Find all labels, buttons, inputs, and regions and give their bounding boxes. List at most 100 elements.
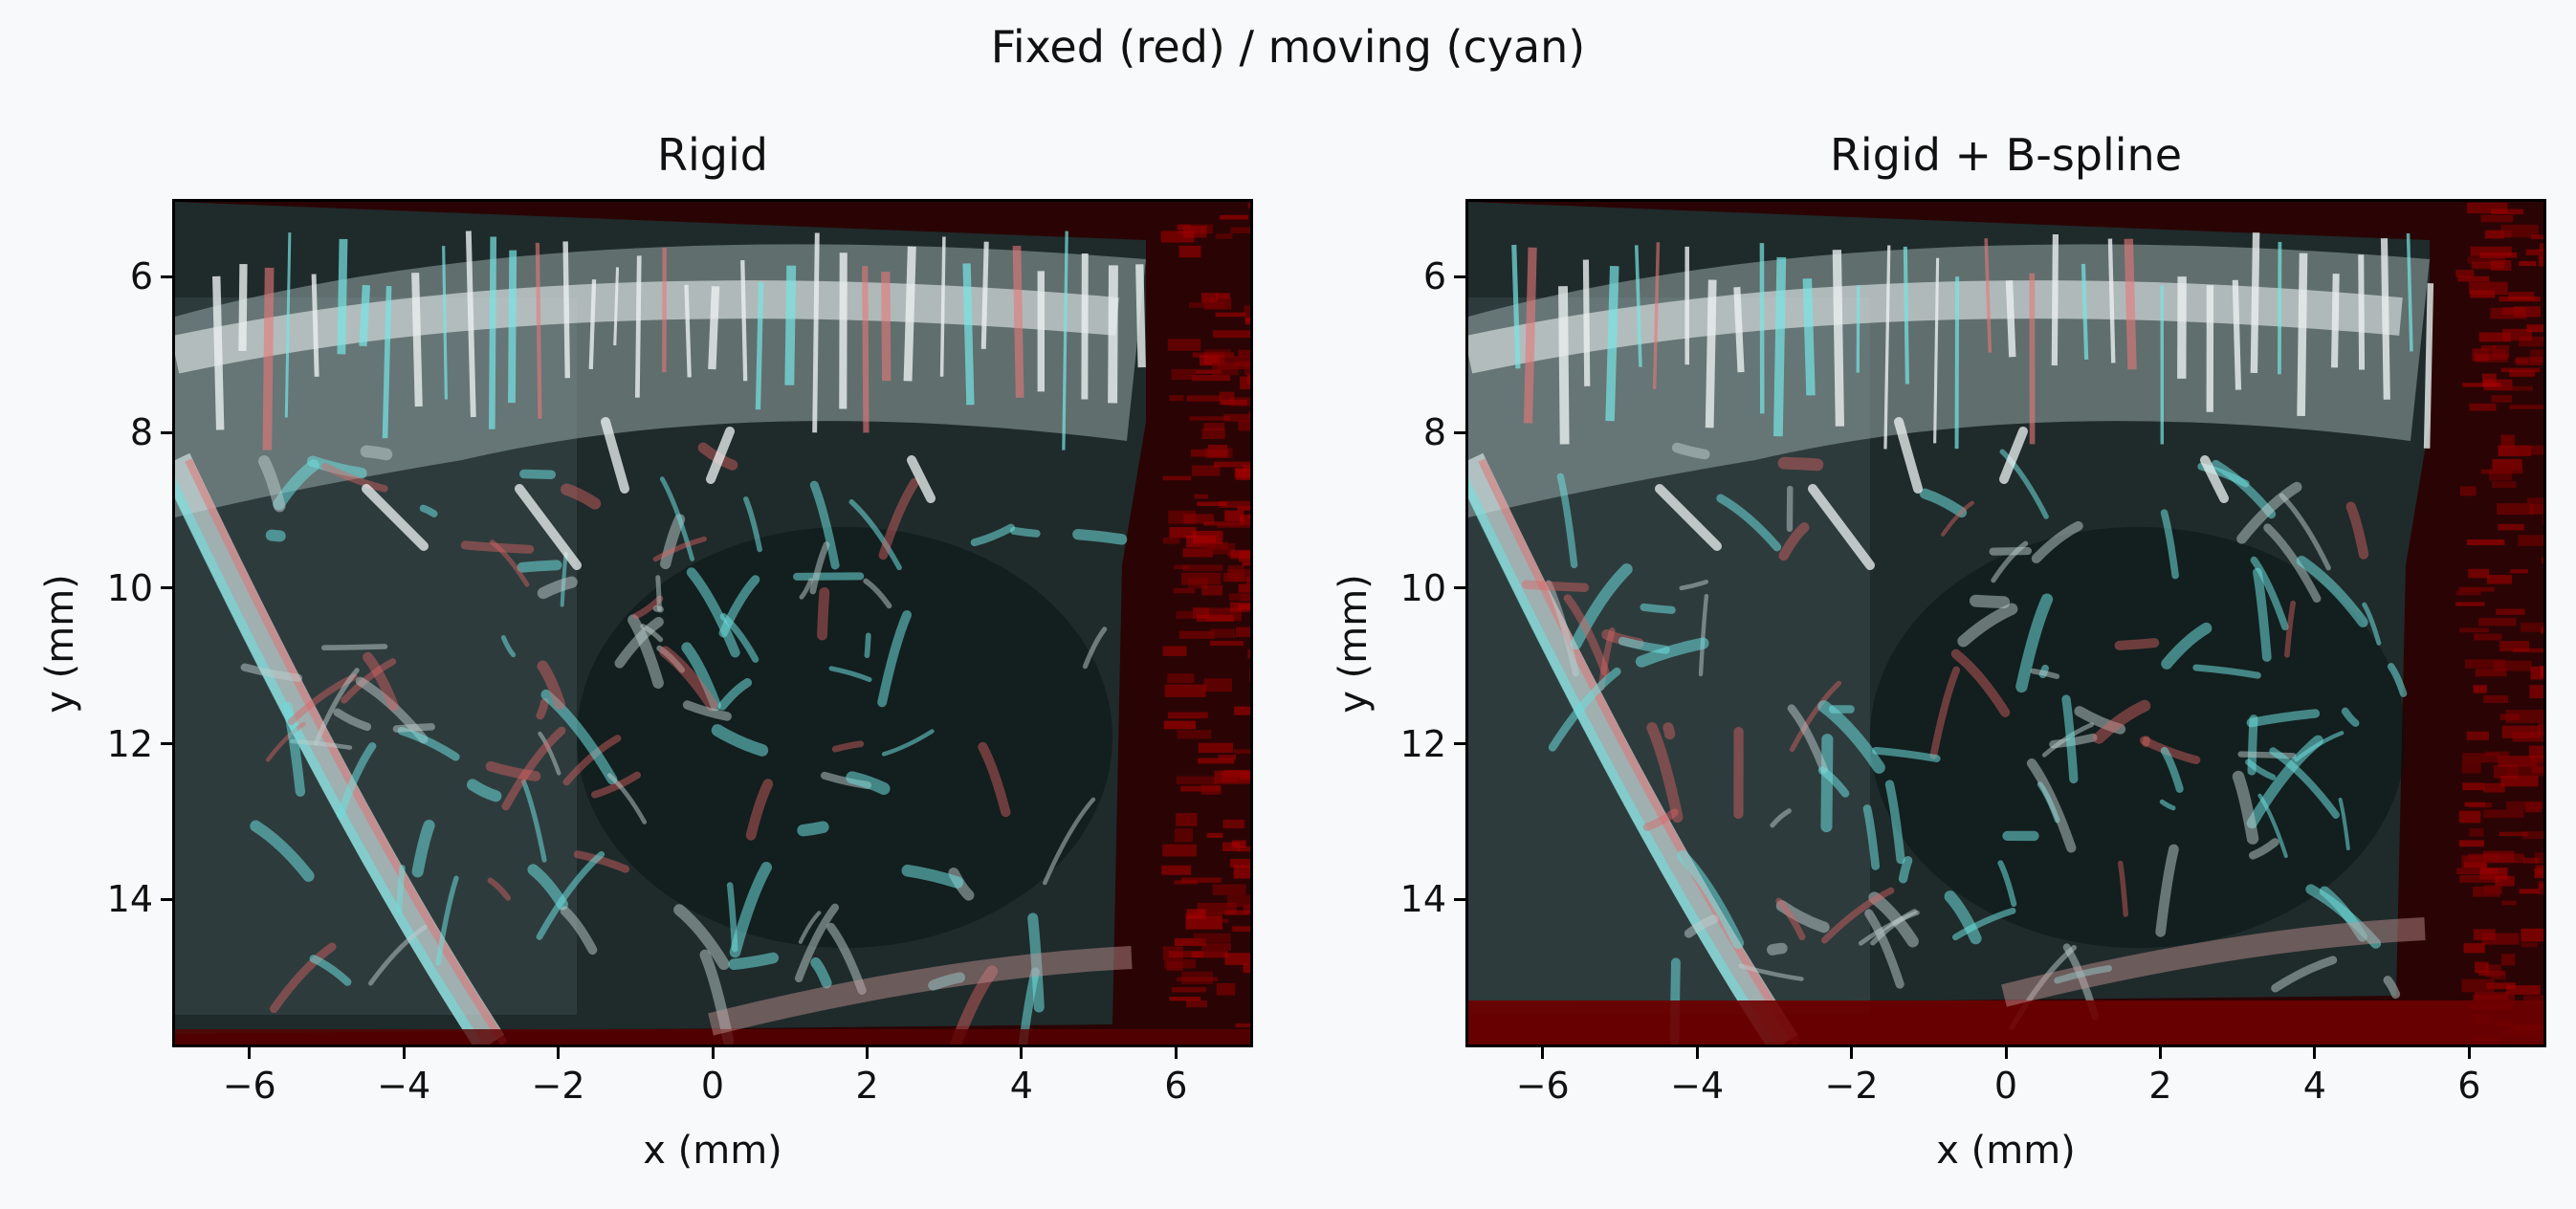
y-tick-label: 6 bbox=[129, 255, 153, 298]
fixed-speckle bbox=[2490, 307, 2527, 319]
vessel-branch bbox=[1563, 594, 1610, 676]
fixed-speckle bbox=[2495, 875, 2515, 887]
vessel-branch bbox=[799, 578, 813, 600]
fixed-speckle bbox=[1201, 584, 1223, 596]
vessel-branch bbox=[655, 575, 662, 612]
fixed-speckle bbox=[2463, 861, 2487, 868]
vessel-branch bbox=[536, 850, 605, 940]
vessel-branch bbox=[659, 646, 718, 712]
fixed-speckle bbox=[1249, 669, 1250, 682]
fixed-speckle bbox=[2531, 234, 2543, 240]
cortical-vessel bbox=[284, 232, 292, 418]
fixed-speckle bbox=[1200, 918, 1229, 923]
cortical-vessel bbox=[2081, 263, 2089, 361]
cortical-vessel bbox=[881, 272, 892, 382]
vessel-branch bbox=[828, 666, 872, 683]
fixed-speckle bbox=[2500, 434, 2515, 449]
y-tick-mark bbox=[161, 897, 172, 901]
vessel-branch bbox=[1777, 456, 1824, 472]
y-axis-label: y (mm) bbox=[37, 574, 82, 714]
tissue-dark-core bbox=[1870, 527, 2406, 948]
bright-vessel bbox=[1808, 484, 1875, 570]
fixed-speckle bbox=[1188, 302, 1225, 308]
vessel-branch bbox=[2269, 747, 2340, 819]
vessel-branch bbox=[1944, 890, 1982, 945]
lower-vessel bbox=[2001, 917, 2426, 1007]
bright-vessel bbox=[1894, 417, 1923, 494]
cortical-vessel bbox=[442, 246, 448, 400]
vessel-branch bbox=[1556, 473, 1578, 569]
vessel-branch bbox=[2253, 567, 2272, 662]
vessel-branch bbox=[2248, 838, 2279, 860]
fixed-speckle bbox=[2462, 753, 2499, 763]
vessel-branch bbox=[878, 477, 920, 561]
cortical-vessel bbox=[535, 242, 542, 419]
y-tick-mark bbox=[161, 586, 172, 590]
vessel-branch bbox=[250, 820, 315, 882]
vessel-branch bbox=[743, 496, 762, 553]
x-tick-mark bbox=[402, 1047, 406, 1059]
fixed-speckle bbox=[1217, 356, 1250, 370]
fixed-speckle bbox=[1234, 706, 1250, 715]
vessel-branch bbox=[2245, 758, 2277, 780]
fixed-speckle bbox=[1228, 593, 1250, 601]
fixed-speckle bbox=[1193, 607, 1209, 619]
vessel-branch bbox=[2338, 797, 2350, 850]
bright-vessel bbox=[907, 455, 936, 503]
x-tick-label: 0 bbox=[1993, 1065, 2018, 1107]
vessel-branch bbox=[1951, 907, 2016, 941]
fixed-speckle bbox=[2541, 626, 2543, 634]
fixed-speckle bbox=[2498, 445, 2531, 456]
fixed-speckle bbox=[2530, 757, 2543, 770]
y-tick-label: 10 bbox=[106, 566, 153, 609]
fixed-speckle bbox=[2522, 857, 2540, 864]
fixed-speckle bbox=[2506, 801, 2543, 810]
fixed-speckle bbox=[1173, 587, 1196, 594]
panel-title: Rigid bbox=[657, 129, 768, 181]
vessel-branch bbox=[368, 924, 428, 986]
fixed-speckle bbox=[1230, 859, 1250, 868]
fixed-speckle bbox=[2509, 370, 2535, 377]
fixed-speckle bbox=[2499, 641, 2530, 652]
fixed-speckle bbox=[2479, 252, 2518, 258]
x-tick-mark bbox=[2158, 1047, 2162, 1059]
vessel-branch bbox=[640, 624, 664, 643]
vessel-branch bbox=[1870, 909, 1918, 946]
vessel-branch bbox=[321, 644, 388, 651]
fixed-speckle bbox=[2520, 622, 2543, 632]
cortical-vessel bbox=[1582, 259, 1591, 386]
vessel-branch bbox=[1548, 667, 1621, 752]
fixed-speckle bbox=[2510, 569, 2528, 574]
vessel-branch bbox=[1570, 563, 1633, 650]
vessel-branch bbox=[2061, 694, 2079, 784]
vessel-branch bbox=[1716, 494, 1782, 552]
fixed-speckle bbox=[1180, 785, 1222, 792]
vessel-branch bbox=[2139, 736, 2201, 764]
vessel-branch bbox=[1872, 746, 1941, 762]
fixed-speckle bbox=[2514, 306, 2541, 318]
fixed-speckle bbox=[1235, 1022, 1250, 1028]
x-tick-label: −6 bbox=[1515, 1065, 1570, 1107]
vessel-branch bbox=[809, 541, 830, 595]
cortical-vessel bbox=[2005, 280, 2016, 358]
fixed-speckle bbox=[1240, 376, 1250, 389]
cortical-vessel bbox=[411, 273, 423, 407]
vessel-branch bbox=[1898, 856, 1913, 884]
fixed-speckle bbox=[2475, 669, 2507, 677]
cortex-highlight bbox=[175, 280, 1119, 374]
vessel-branch bbox=[1820, 887, 1895, 944]
fixed-speckle bbox=[2542, 557, 2543, 564]
fixed-speckle bbox=[1174, 564, 1189, 570]
fixed-speckle bbox=[2456, 868, 2499, 875]
fixed-speckle bbox=[2512, 732, 2543, 742]
vessel-branch bbox=[729, 862, 773, 958]
cortical-vessel bbox=[980, 241, 989, 349]
fixed-speckle bbox=[2468, 568, 2490, 579]
vessel-branch bbox=[863, 578, 892, 609]
vessel-branch bbox=[826, 922, 867, 995]
fixed-speckle bbox=[2475, 358, 2508, 363]
vessel-branch bbox=[1868, 891, 1919, 948]
y-tick-label: 12 bbox=[106, 722, 153, 765]
fixed-speckle bbox=[2525, 249, 2543, 255]
fixed-speckle bbox=[2488, 349, 2506, 360]
